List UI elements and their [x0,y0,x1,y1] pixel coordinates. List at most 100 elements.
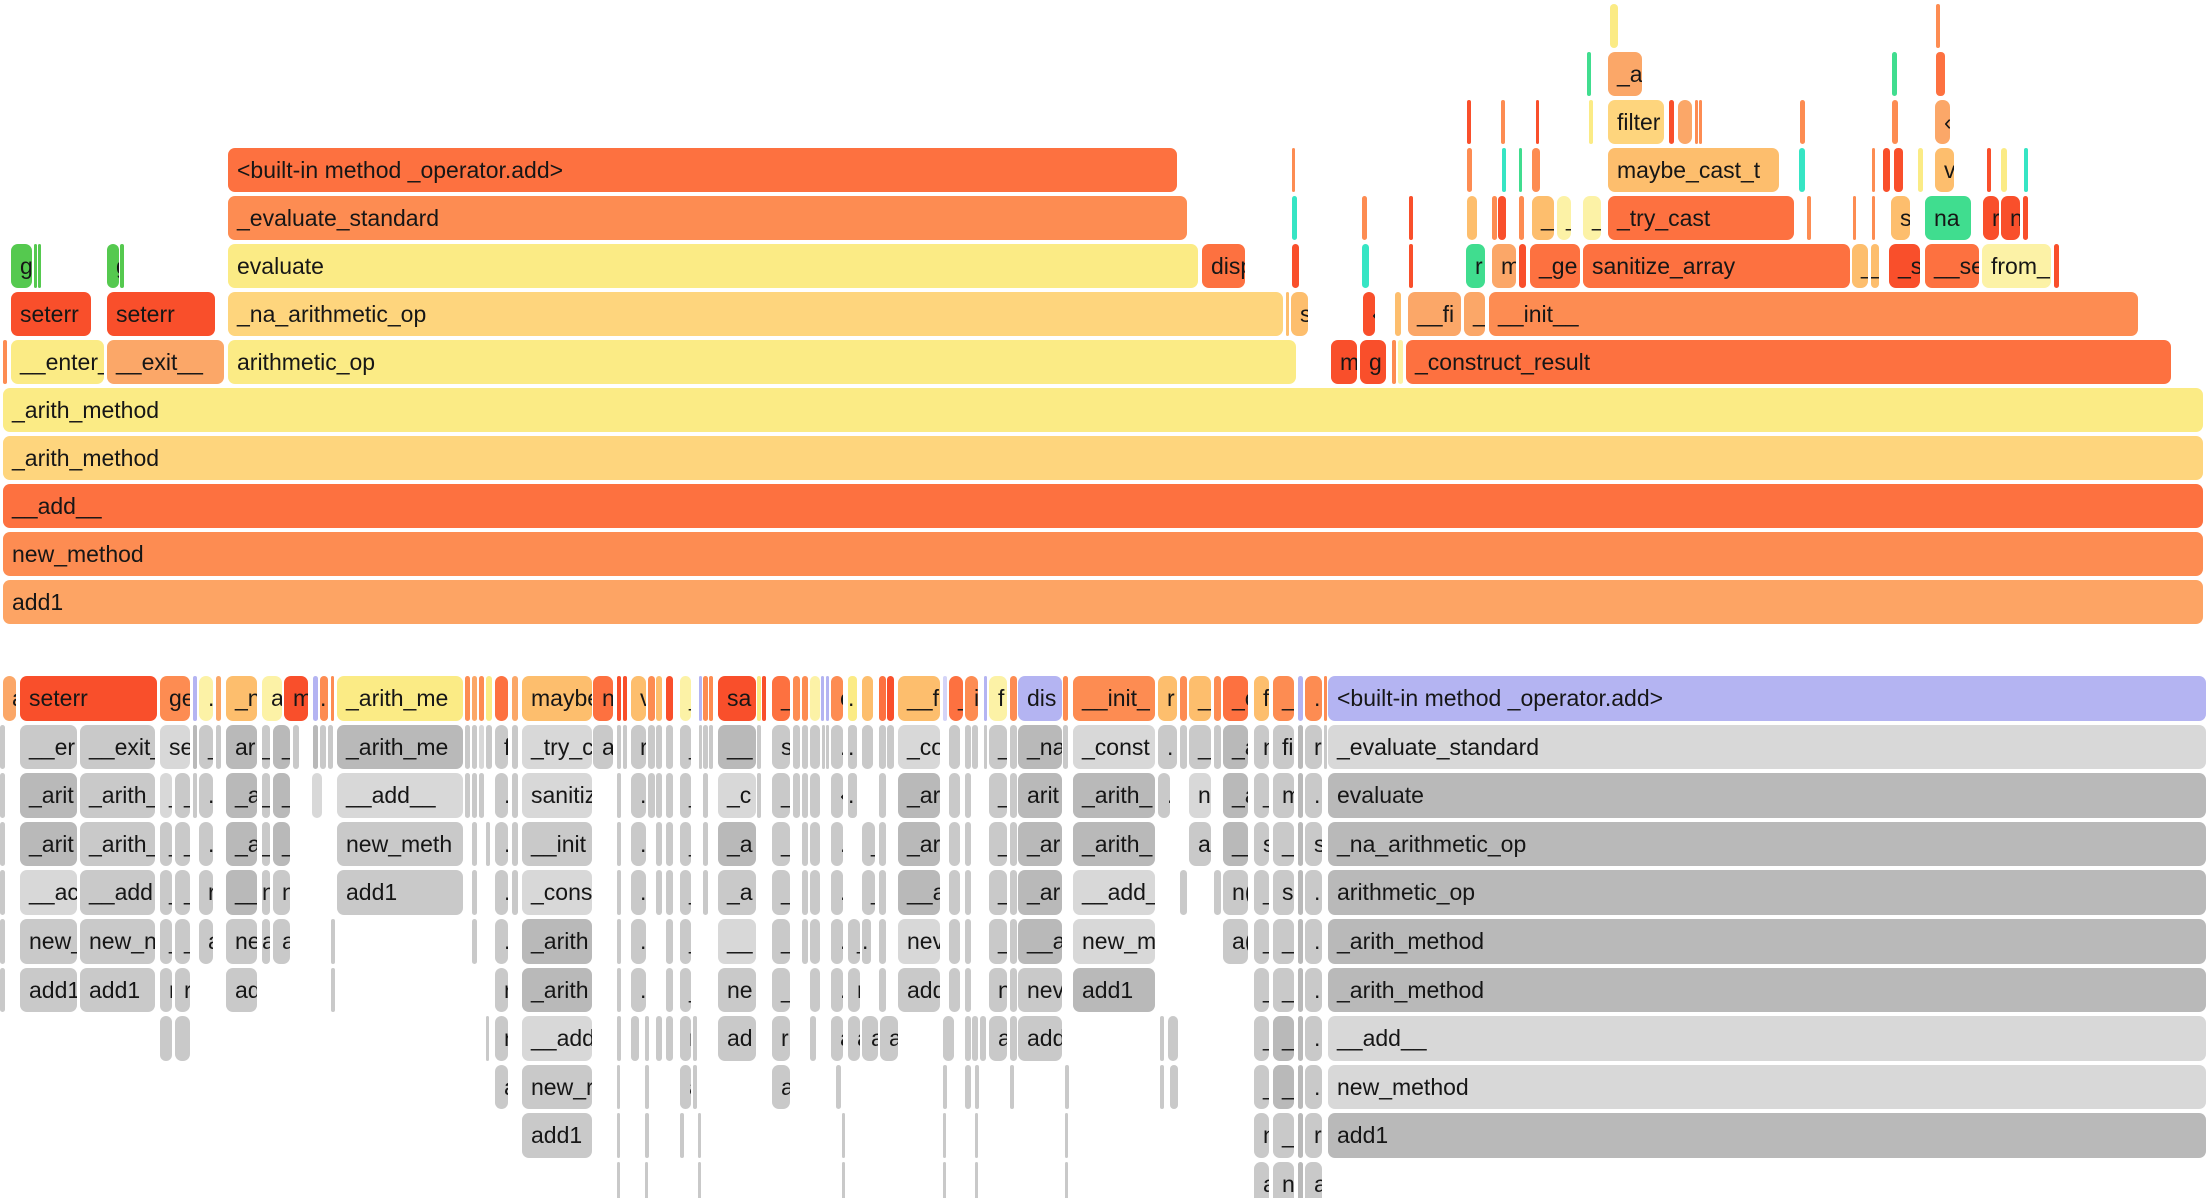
frame-[interactable]: . [848,724,857,770]
frame-a[interactable]: a [810,773,820,818]
frame-_ar[interactable]: _ar [898,773,940,818]
frame[interactable] [666,919,673,964]
frame-_[interactable]: _ [862,821,875,867]
frame[interactable] [617,870,621,915]
frame-a[interactable]: a [3,676,16,721]
frame-g[interactable]: g [11,244,32,288]
frame-[interactable]: . [810,821,820,867]
frame[interactable] [479,773,484,818]
frame-_a[interactable]: _a [273,773,290,818]
frame-_arith_[interactable]: _arith_ [80,773,155,818]
frame-sanitize_array[interactable]: sanitize_array [1583,244,1850,288]
frame-_arith_me[interactable]: _arith_me [337,676,463,721]
frame[interactable] [965,773,971,818]
frame[interactable] [699,676,702,721]
frame-[interactable]: . [1305,676,1322,721]
frame-[interactable]: . [1305,870,1322,915]
frame-se[interactable]: se [160,724,190,770]
frame-v[interactable]: v [1935,148,1954,192]
frame[interactable] [1987,148,1991,192]
frame[interactable] [980,1016,986,1061]
frame[interactable] [1160,1064,1164,1110]
frame-new_method[interactable]: new_method [1328,1064,2206,1110]
frame-ne[interactable]: ne [226,919,257,964]
frame-ne[interactable]: ne [718,967,756,1013]
frame[interactable] [1467,148,1472,192]
frame-_[interactable]: _ [160,821,172,867]
frame[interactable] [1010,676,1017,721]
frame-maybe[interactable]: maybe [522,676,592,721]
frame-seterr[interactable]: seterr [20,676,157,721]
frame-n[interactable]: n [262,870,270,915]
frame[interactable] [943,676,947,721]
frame-r[interactable]: r [1466,244,1485,288]
frame[interactable] [1170,1064,1178,1110]
frame-[interactable]: . [949,724,960,770]
frame[interactable] [972,1016,978,1061]
frame[interactable] [699,724,702,770]
frame-_n[interactable]: _n [226,676,257,721]
frame[interactable] [472,919,477,964]
frame[interactable] [1180,870,1187,915]
frame-_ge[interactable]: _ge [1530,244,1580,288]
frame-s[interactable]: s [772,724,790,770]
frame-[interactable]: . [943,1016,954,1061]
frame[interactable] [943,1113,946,1158]
frame-new_r[interactable]: new_r [522,1064,592,1110]
frame-add[interactable]: add [1018,1016,1062,1061]
frame[interactable] [666,724,673,770]
frame-[interactable]: . [949,821,960,867]
frame-_[interactable]: _ [1273,1016,1294,1061]
frame-nev[interactable]: nev [898,919,940,964]
frame[interactable] [512,773,518,818]
frame[interactable] [1214,676,1221,721]
frame[interactable] [1532,148,1540,192]
frame-[interactable]: . [199,773,213,818]
frame[interactable] [1063,724,1068,770]
frame-__add_[interactable]: __add_ [1073,870,1155,915]
frame[interactable] [3,340,7,384]
frame-__a[interactable]: __a [1018,919,1062,964]
frame[interactable] [826,676,829,721]
frame[interactable] [656,676,662,721]
frame-r[interactable]: r [175,967,190,1013]
frame-add1[interactable]: add1 [80,967,155,1013]
frame[interactable] [666,676,673,721]
frame[interactable] [698,1162,701,1198]
frame-_[interactable]: _ [1273,1064,1294,1110]
frame-evaluate[interactable]: evaluate [228,244,1198,288]
frame-add1[interactable]: add1 [20,967,77,1013]
frame-_[interactable]: _ [772,821,790,867]
frame-n[interactable]: n [1189,773,1211,818]
frame[interactable] [1589,100,1593,144]
frame-[interactable]: . [1305,773,1322,818]
frame-a[interactable]: a [848,1016,860,1061]
frame-new_n[interactable]: new_n [80,919,155,964]
frame[interactable] [472,773,477,818]
frame-r[interactable]: r [772,1016,790,1061]
frame-n[interactable]: n [593,676,613,721]
frame-__f[interactable]: __f [898,676,940,721]
frame[interactable] [1492,196,1497,240]
frame[interactable] [617,1162,620,1198]
frame-_[interactable]: _ [680,724,691,770]
frame-[interactable]: . [949,773,960,818]
frame-disp[interactable]: disp [1202,244,1245,288]
frame[interactable] [193,676,197,721]
frame-_[interactable]: _ [160,870,172,915]
frame[interactable] [1918,148,1923,192]
frame-_arith_me[interactable]: _arith_me [337,724,463,770]
frame-ac[interactable]: ac [273,919,290,964]
frame[interactable] [879,724,886,770]
frame[interactable] [965,724,971,770]
frame[interactable] [1883,148,1890,192]
frame[interactable] [984,676,987,721]
frame[interactable] [793,724,800,770]
frame[interactable] [1392,340,1396,384]
frame-[interactable]: . [1158,773,1170,818]
frame-m[interactable]: m [284,676,308,721]
frame[interactable] [486,1016,489,1061]
frame[interactable] [879,870,886,915]
frame-_[interactable]: _ [772,967,790,1013]
frame-a[interactable]: a [199,919,213,964]
